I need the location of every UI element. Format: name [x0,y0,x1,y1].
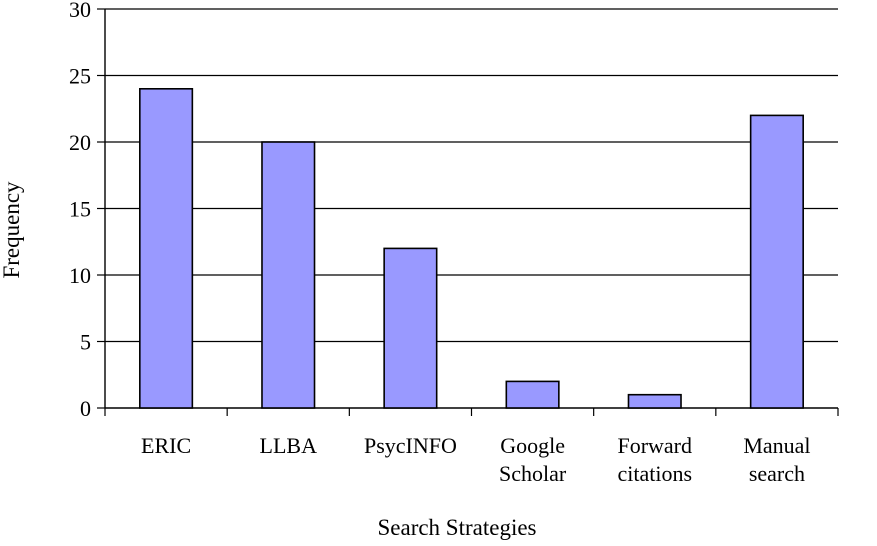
y-tick-label: 25 [69,64,91,89]
y-tick-label: 15 [69,197,91,222]
y-tick-label: 20 [69,130,91,155]
x-tick-label: PsycINFO [364,433,457,458]
bars [139,88,804,409]
x-tick-label: Manual search [743,433,810,486]
y-tick-label: 10 [69,263,91,288]
bar [383,247,438,409]
x-tick-label: Forward citations [617,433,692,486]
y-tick-label: 30 [69,0,91,22]
x-tick-label: LLBA [260,433,318,458]
x-tick-label: Google Scholar [499,433,567,486]
x-tick-label: ERIC [141,433,191,458]
bar [505,380,560,409]
bar [627,393,682,409]
bar [749,114,804,409]
y-tick-label: 5 [80,330,91,355]
gridlines [105,8,838,343]
tick-labels: 0 5 10 15 20 25 30 ERIC LLBA PsycINFO Google Schola… [69,0,811,486]
axes [97,8,839,416]
bar [261,141,316,409]
x-axis-label: Search Strategies [377,515,536,540]
bar [139,88,194,409]
y-axis-label: Frequency [0,181,24,279]
y-tick-label: 0 [80,396,91,421]
